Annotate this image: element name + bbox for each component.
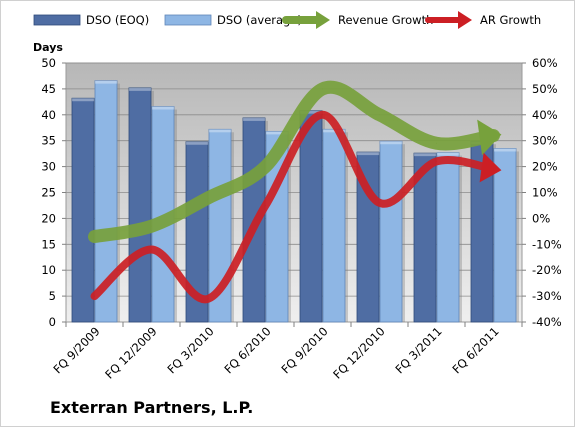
bar-highlight — [380, 141, 402, 145]
bar-dso-eoq — [71, 97, 95, 323]
x-tick-label: FQ 12/2009 — [102, 324, 159, 381]
x-tick-label: FQ 9/2010 — [278, 324, 330, 376]
y-tick-label: 50 — [41, 56, 56, 70]
ar-growth-point — [436, 160, 437, 162]
x-tick-label: FQ 12/2010 — [330, 324, 387, 381]
bar-dso-average — [94, 80, 118, 323]
legend-swatch-dso-average — [164, 14, 212, 26]
revenue-growth-point — [151, 225, 152, 227]
x-tick-label: FQ 3/2011 — [392, 324, 444, 376]
ar-growth-point — [208, 298, 209, 300]
bar-highlight — [323, 129, 345, 133]
y-tick-label: 10 — [41, 263, 56, 277]
legend-arrow-ar-growth — [458, 11, 472, 29]
y-tick-label: 45 — [41, 82, 56, 96]
revenue-growth-point — [493, 135, 494, 137]
bar-highlight — [266, 131, 288, 135]
revenue-growth-point — [436, 142, 437, 144]
bar-dso-average — [379, 140, 403, 323]
bar-highlight — [357, 152, 379, 156]
bar-highlight — [95, 80, 117, 84]
legend-swatch-dso-eoq — [33, 14, 81, 26]
revenue-growth-point — [208, 197, 209, 199]
bar-highlight — [494, 148, 516, 152]
ar-growth-line — [90, 110, 498, 304]
y2-tick-label: -30% — [532, 289, 562, 303]
ar-growth-point — [265, 204, 266, 206]
y2-tick-label: 20% — [532, 160, 558, 174]
bar-dso-eoq — [299, 110, 323, 323]
bar-highlight — [72, 98, 94, 102]
y2-tick-label: 10% — [532, 186, 558, 200]
revenue-growth-point — [322, 88, 323, 90]
y2-tick-label: 0% — [532, 211, 550, 225]
bar-highlight — [414, 153, 436, 157]
bar-dso-average — [493, 148, 517, 323]
y2-tick-label: 40% — [532, 108, 558, 122]
legend: DSO (EOQ) DSO (average) Revenue Growth AR G… — [33, 11, 541, 29]
revenue-growth-line — [88, 80, 500, 244]
y-tick-label: 5 — [49, 289, 56, 303]
bar-highlight — [243, 117, 265, 121]
y-tick-label: 25 — [41, 186, 56, 200]
ar-growth-point — [493, 168, 494, 170]
y2-tick-label: -20% — [532, 263, 562, 277]
line-series-group — [88, 80, 502, 304]
legend-label-ar-growth: AR Growth — [480, 13, 541, 27]
bar-highlight — [300, 110, 322, 114]
legend-arrow-revenue-growth — [316, 11, 330, 29]
bar-dso-eoq — [413, 152, 437, 323]
bar-highlight — [152, 106, 174, 110]
y-tick-label: 20 — [41, 211, 56, 225]
y-tick-label: 15 — [41, 237, 56, 251]
revenue-growth-point — [94, 236, 95, 238]
legend-label-dso-eoq: DSO (EOQ) — [86, 13, 149, 27]
revenue-growth-point — [265, 166, 266, 168]
bar-highlight — [437, 152, 459, 156]
y2-tick-label: 50% — [532, 82, 558, 96]
y2-tick-label: 60% — [532, 56, 558, 70]
ar-growth-point — [94, 295, 95, 297]
x-tick-label: FQ 3/2010 — [164, 324, 216, 376]
ar-growth-arrowhead — [479, 152, 502, 183]
ar-growth-point — [151, 248, 152, 250]
legend-label-dso-average: DSO (average) — [217, 13, 302, 27]
y2-tick-label: -40% — [532, 315, 562, 329]
x-tick-label: FQ 6/2011 — [449, 324, 501, 376]
y-tick-label: 40 — [41, 108, 56, 122]
bar-highlight — [129, 87, 151, 91]
revenue-growth-arrowhead — [477, 119, 502, 156]
y2-tick-label: -10% — [532, 237, 562, 251]
ar-growth-point — [379, 202, 380, 204]
y-tick-label: 30 — [41, 160, 56, 174]
ar-growth-point — [322, 114, 323, 116]
y-tick-label: 35 — [41, 134, 56, 148]
legend-label-revenue-growth: Revenue Growth — [338, 13, 433, 27]
x-tick-label: FQ 6/2010 — [221, 324, 273, 376]
bar-highlight — [209, 129, 231, 133]
bar-dso-average — [322, 128, 346, 323]
revenue-growth-point — [379, 114, 380, 116]
x-tick-label: FQ 9/2009 — [50, 324, 102, 376]
company-name: Exterran Partners, L.P. — [50, 398, 254, 417]
bar-dso-average — [436, 152, 460, 323]
bar-dso-eoq — [128, 87, 152, 323]
y-axis-title: Days — [33, 41, 63, 54]
bar-highlight — [186, 141, 208, 145]
bar-dso-eoq — [185, 141, 209, 323]
y2-tick-label: 30% — [532, 134, 558, 148]
y-tick-label: 0 — [49, 315, 56, 329]
